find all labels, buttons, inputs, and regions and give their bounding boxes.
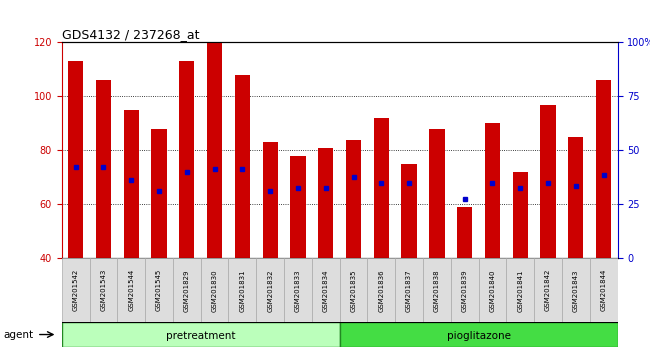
Bar [374, 118, 389, 258]
Bar [402, 164, 417, 258]
Bar [540, 104, 556, 258]
Text: GSM201843: GSM201843 [573, 269, 578, 312]
Text: GSM201835: GSM201835 [350, 269, 356, 312]
Text: GDS4132 / 237268_at: GDS4132 / 237268_at [62, 28, 200, 41]
Bar [506, 258, 534, 322]
Bar [457, 207, 473, 258]
Text: GSM201542: GSM201542 [73, 269, 79, 312]
Text: GSM201837: GSM201837 [406, 269, 412, 312]
Bar [596, 80, 611, 258]
Bar [339, 258, 367, 322]
Bar [568, 137, 584, 258]
Bar [96, 80, 111, 258]
Bar [478, 258, 506, 322]
Bar [346, 140, 361, 258]
Bar [590, 258, 618, 322]
Bar [339, 322, 618, 347]
Bar [256, 258, 284, 322]
Bar [312, 258, 340, 322]
Bar [229, 258, 256, 322]
Bar [173, 258, 201, 322]
Text: GSM201840: GSM201840 [489, 269, 495, 312]
Text: GSM201836: GSM201836 [378, 269, 384, 312]
Text: pioglitazone: pioglitazone [447, 331, 510, 341]
Text: GSM201844: GSM201844 [601, 269, 606, 312]
Text: pretreatment: pretreatment [166, 331, 235, 341]
Text: GSM201830: GSM201830 [212, 269, 218, 312]
Bar [68, 61, 83, 258]
Text: GSM201829: GSM201829 [184, 269, 190, 312]
Bar [562, 258, 590, 322]
Bar [207, 42, 222, 258]
Text: GSM201838: GSM201838 [434, 269, 440, 312]
Bar [291, 156, 306, 258]
Bar [485, 124, 500, 258]
Text: GSM201543: GSM201543 [101, 269, 107, 312]
Bar [513, 172, 528, 258]
Text: GSM201545: GSM201545 [156, 269, 162, 312]
Bar [62, 258, 90, 322]
Bar [145, 258, 173, 322]
Text: GSM201832: GSM201832 [267, 269, 273, 312]
Text: GSM201831: GSM201831 [239, 269, 245, 312]
Text: agent: agent [3, 330, 33, 339]
Bar [429, 129, 445, 258]
Bar [201, 258, 229, 322]
Bar [451, 258, 478, 322]
Bar [284, 258, 312, 322]
Bar [423, 258, 451, 322]
Text: GSM201833: GSM201833 [295, 269, 301, 312]
Bar [263, 142, 278, 258]
Text: GSM201839: GSM201839 [462, 269, 467, 312]
Text: GSM201841: GSM201841 [517, 269, 523, 312]
Bar [395, 258, 423, 322]
Text: GSM201544: GSM201544 [128, 269, 134, 312]
Bar [117, 258, 145, 322]
Bar [124, 110, 139, 258]
Bar [367, 258, 395, 322]
Bar [318, 148, 333, 258]
Text: GSM201834: GSM201834 [323, 269, 329, 312]
Bar [62, 322, 339, 347]
Bar [151, 129, 166, 258]
Bar [179, 61, 194, 258]
Bar [534, 258, 562, 322]
Bar [90, 258, 117, 322]
Bar [235, 75, 250, 258]
Text: GSM201842: GSM201842 [545, 269, 551, 312]
